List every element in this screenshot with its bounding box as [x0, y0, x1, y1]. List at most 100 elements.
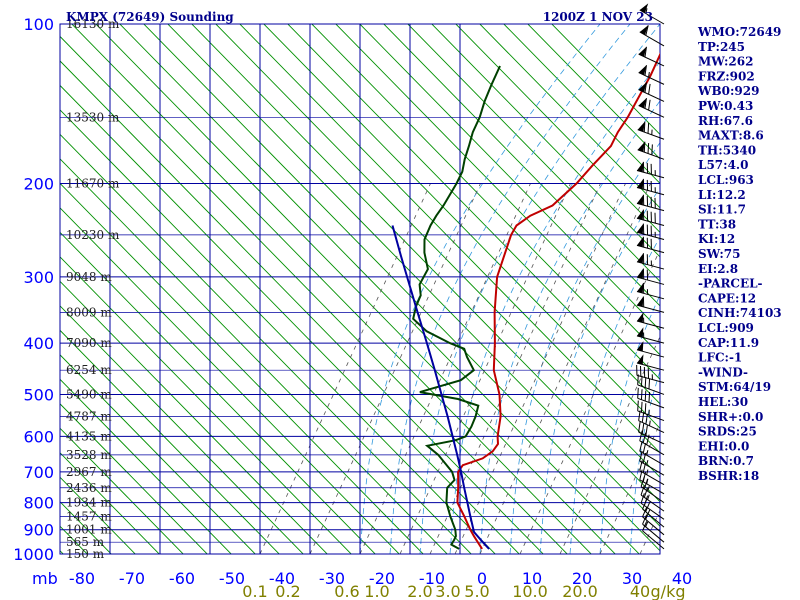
wind-barb-375 [636, 312, 665, 329]
pressure-tick-300: 300 [23, 268, 54, 287]
mixing-ratio-label-7: 10.0 [512, 582, 548, 600]
wind-barb-400 [636, 327, 665, 344]
height-label-850: 1457 m [66, 510, 112, 524]
wind-barb-full [648, 83, 651, 95]
isobars [60, 23, 660, 555]
wind-barb-full [639, 450, 643, 462]
temperature-tick-labels: -80 -70 -60 -50 -40 -30 -20 -10 0 10 20 30 40 [69, 569, 692, 588]
wind-barb-full [642, 442, 647, 454]
wind-barb-staff [640, 494, 665, 512]
wind-barb-staff [637, 384, 665, 395]
wind-barb-half [649, 420, 651, 426]
wind-barb-425 [636, 341, 665, 358]
wind-barb-full [640, 401, 643, 413]
height-labels: 16130 m 13530 m 11670 m 10230 m 9048 m 8009 m… [66, 17, 120, 561]
plot-frame [59, 23, 661, 555]
wind-barb-890 [642, 499, 665, 528]
isotherms [60, 24, 461, 554]
wind-barb-staff [636, 291, 665, 300]
wind-barb-full [648, 391, 651, 403]
wind-barb-full [645, 25, 649, 36]
dry-adiabat-30 [551, 24, 660, 136]
wind-barb-350 [636, 296, 665, 313]
index-item-23: -WIND- [698, 365, 748, 379]
dry-adiabat--17 [0, 0, 2, 600]
wind-barb-staff [636, 304, 665, 313]
height-label-400: 7090 m [66, 336, 112, 350]
dry-adiabat-8 [60, 60, 544, 554]
wind-barb-full [648, 99, 651, 111]
dry-adiabat--16 [0, 0, 26, 600]
height-label-800: 1934 m [66, 496, 112, 510]
dry-adiabat-5 [60, 133, 472, 554]
wind-barb-staff [640, 486, 665, 504]
wind-barb-740 [639, 460, 665, 486]
temp-tick-30: 30 [622, 569, 642, 588]
pressure-tick-100: 100 [23, 15, 54, 34]
temp-tick--10: -10 [419, 569, 445, 588]
dry-adiabat-12 [119, 24, 640, 554]
wind-barb-full [641, 412, 645, 423]
wind-barb-staff [640, 502, 665, 520]
pressure-tick-400: 400 [23, 334, 54, 353]
dry-adiabat-27 [479, 24, 660, 209]
index-item-6: RH:67.6 [698, 114, 753, 128]
wind-barb-flag [636, 327, 644, 338]
height-label-450: 6254 m [66, 363, 112, 377]
height-label-900: 1001 m [66, 523, 112, 537]
pressure-tick-600: 600 [23, 427, 54, 446]
index-item-24: STM:64/19 [698, 380, 771, 394]
wind-barb-staff [638, 105, 665, 118]
dry-adiabat-2 [60, 207, 400, 554]
pressure-tick-200: 200 [23, 175, 54, 194]
wind-barb-flag [636, 209, 644, 220]
index-item-9: L57:4.0 [698, 158, 748, 172]
wind-barb-full [641, 423, 645, 434]
wind-barb-flag [639, 3, 649, 13]
temp-tick--30: -30 [319, 569, 345, 588]
height-label-950: 565 m [66, 535, 105, 549]
wind-barb-staff [636, 320, 665, 329]
wind-barb-flag [638, 98, 647, 109]
dry-adiabat-24 [407, 24, 660, 282]
wind-barb-full [648, 378, 651, 390]
wind-barb-flag [638, 82, 647, 93]
height-label-250: 10230 m [66, 228, 120, 242]
wind-barb-120 [638, 46, 665, 67]
index-item-8: TH:5340 [698, 143, 756, 157]
temp-tick-10: 10 [522, 569, 542, 588]
index-item-4: WB0:929 [697, 84, 759, 98]
dry-adiabat-18 [263, 24, 660, 429]
wind-barb-staff [638, 420, 665, 434]
wind-barb-flag [636, 223, 644, 234]
index-item-16: EI:2.8 [698, 262, 738, 276]
wind-barb-100 [639, 3, 665, 25]
dry-adiabat-0 [60, 256, 352, 554]
wind-barb-flag [638, 46, 647, 57]
wind-barb-full [637, 400, 639, 411]
indices-panel: WMO:72649TP:245MW:262FRZ:902WB0:929PW:0.… [697, 25, 782, 483]
wind-barb-full [642, 514, 648, 525]
pressure-tick-1000: 1000 [13, 545, 54, 564]
wind-barb-staff [639, 479, 665, 495]
dewpoint-line [412, 65, 501, 550]
dry-adiabat--5 [60, 378, 232, 554]
wind-barb-270 [636, 236, 665, 254]
dry-adiabat-4 [60, 158, 448, 554]
wind-barb-full [640, 484, 645, 496]
wind-barb-flag [636, 253, 644, 264]
wind-barb-978 [642, 521, 665, 550]
wind-barb-staff [637, 410, 665, 422]
wind-barb-full [642, 521, 648, 532]
wind-barb-180 [637, 141, 665, 160]
dry-adiabat--7 [60, 427, 184, 554]
wind-barb-full [644, 403, 647, 414]
wind-barb-flag [636, 178, 644, 190]
moist-adiabat-0 [359, 24, 601, 554]
wind-barb-flag [636, 312, 644, 323]
wind-barb-flag [636, 282, 644, 294]
dry-adiabat-22 [359, 24, 660, 331]
wind-barb-full [637, 374, 639, 385]
dry-adiabat-1 [60, 231, 376, 554]
